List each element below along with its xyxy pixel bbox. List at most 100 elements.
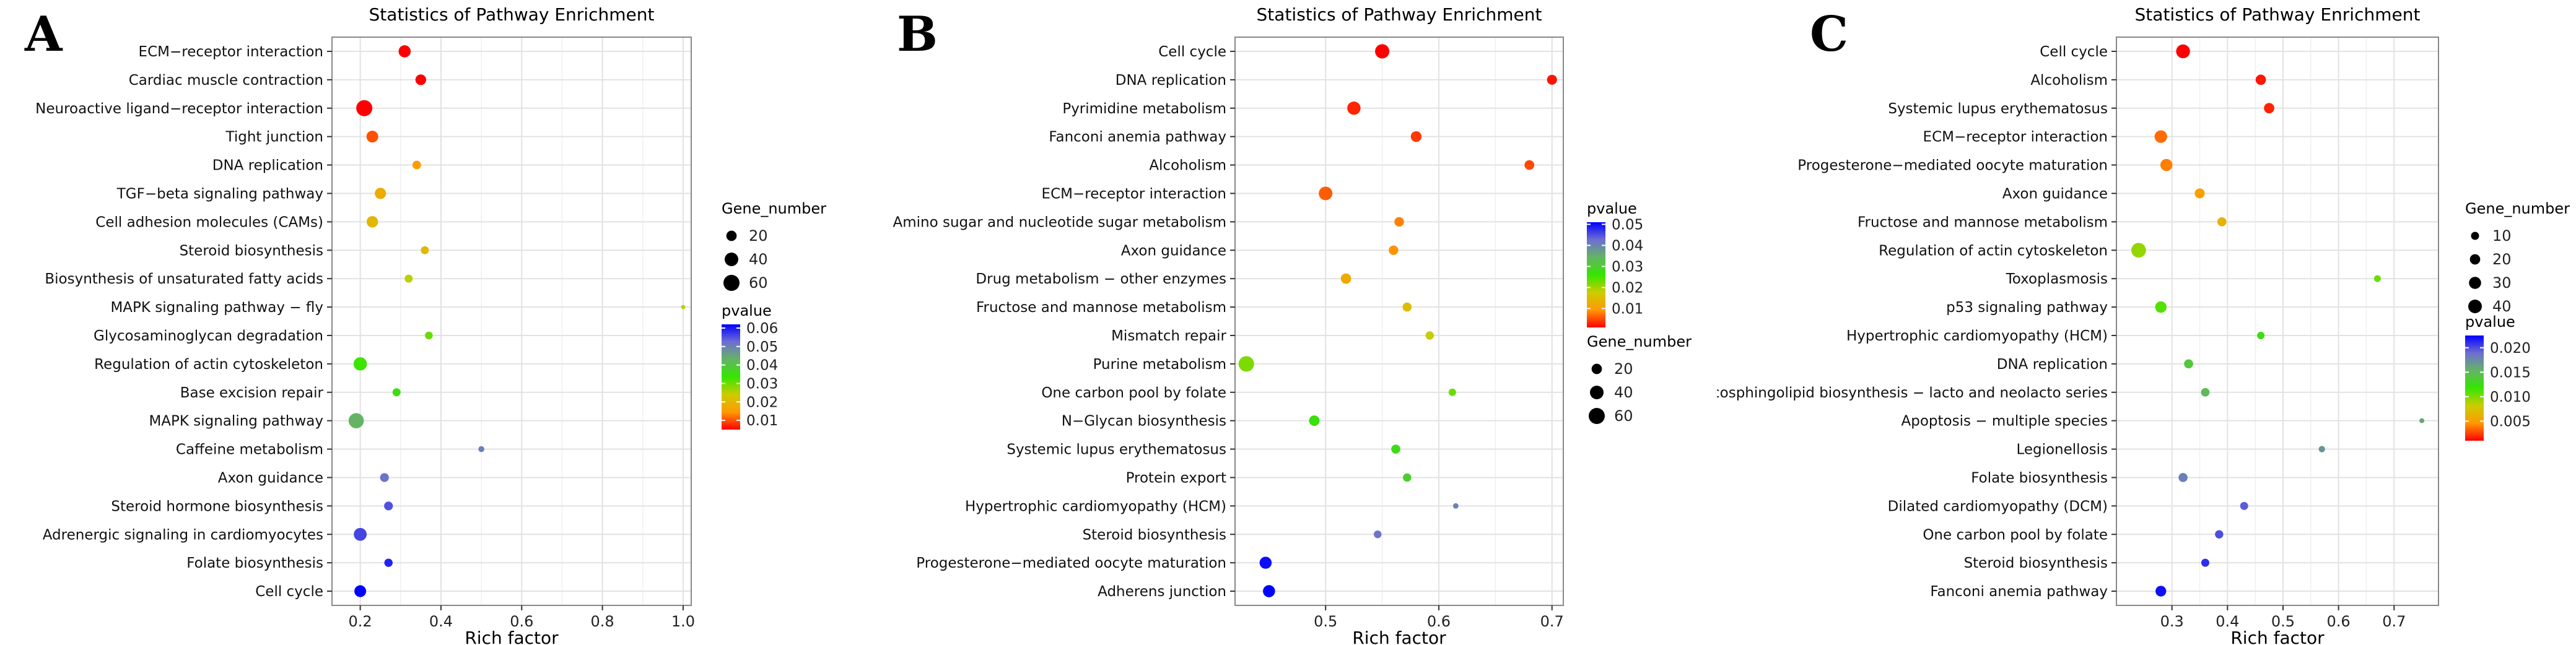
chart-title: Statistics of Pathway Enrichment	[2135, 4, 2421, 25]
color-legend-title: pvalue	[1587, 200, 1637, 217]
data-point	[2131, 243, 2146, 258]
y-tick-label: Fanconi anemia pathway	[1049, 129, 1226, 145]
color-legend-label: 0.02	[1612, 280, 1643, 296]
data-point	[2240, 501, 2248, 510]
size-legend-key	[2471, 232, 2479, 240]
size-legend-key	[726, 230, 737, 241]
plot-border	[331, 37, 692, 606]
y-tick-label: Folate biosynthesis	[1971, 470, 2108, 486]
y-tick-label: Apoptosis − multiple species	[1901, 413, 2108, 430]
y-tick-label: ECM−receptor interaction	[1923, 129, 2108, 145]
size-legend-label: 60	[749, 274, 768, 292]
data-point	[421, 246, 429, 254]
x-tick-label: 0.6	[1427, 613, 1451, 630]
y-tick-label: Glycosphingolipid biosynthesis − lacto a…	[1717, 385, 2108, 401]
data-point	[348, 413, 364, 428]
enrichment-chart: Statistics of Pathway Enrichment ECM−rece…	[35, 4, 826, 645]
color-legend-label: 0.020	[2490, 340, 2531, 357]
x-tick-label: 0.6	[2327, 613, 2351, 630]
data-point	[1259, 556, 1272, 569]
size-legend-key	[723, 275, 740, 291]
x-tick-label: 0.3	[2160, 613, 2184, 630]
data-point	[356, 100, 373, 116]
color-legend-label: 0.01	[1612, 301, 1643, 317]
data-point	[392, 388, 401, 397]
y-tick-label: ECM−receptor interaction	[139, 44, 323, 60]
size-legend-key	[2469, 254, 2481, 265]
y-tick-label: Toxoplasmosis	[2006, 271, 2108, 287]
panel-c: C Statistics of Pathway Enrichment Cell c…	[1717, 0, 2576, 645]
y-tick-label: Pyrimidine metabolism	[1062, 101, 1226, 117]
data-point	[2255, 74, 2266, 85]
data-point	[2178, 473, 2188, 482]
x-axis-label: Rich factor	[1352, 628, 1446, 645]
y-tick-label: Biosynthesis of unsaturated fatty acids	[45, 271, 323, 287]
data-point	[2373, 275, 2381, 282]
enrichment-chart: Statistics of Pathway Enrichment Cell cyc…	[893, 4, 1692, 645]
y-tick-label: DNA replication	[1997, 357, 2108, 373]
panel-letter: C	[1810, 6, 1849, 63]
data-point	[2176, 44, 2190, 59]
color-legend-bar	[2465, 335, 2484, 441]
data-point	[366, 131, 378, 143]
y-tick-label: Cardiac muscle contraction	[129, 72, 323, 89]
y-tick-label: Alcoholism	[1149, 158, 1226, 174]
color-legend-label: 0.005	[2490, 413, 2531, 430]
color-legend-label: 0.010	[2490, 389, 2531, 405]
x-tick-label: 0.5	[1314, 613, 1337, 630]
data-point	[1410, 131, 1422, 142]
y-tick-label: Systemic lupus erythematosus	[1888, 101, 2108, 117]
y-tick-label: Fructose and mannose metabolism	[976, 300, 1226, 316]
x-tick-label: 0.4	[2216, 613, 2239, 630]
plot-background	[332, 37, 691, 605]
x-tick-label: 0.5	[2271, 613, 2295, 630]
data-point	[2155, 586, 2167, 597]
size-legend-label: 30	[2492, 274, 2512, 292]
color-legend-bar	[1587, 222, 1605, 327]
y-tick-label: Folate biosynthesis	[186, 555, 323, 571]
data-point	[380, 473, 389, 482]
data-point	[353, 357, 367, 371]
data-point	[2194, 188, 2205, 199]
y-tick-label: DNA replication	[1116, 72, 1226, 89]
data-point	[2419, 418, 2425, 423]
plot-background	[2116, 37, 2438, 605]
color-legend-label: 0.03	[1612, 259, 1643, 275]
x-tick-label: 0.8	[591, 613, 614, 630]
y-tick-label: Hypertrophic cardiomyopathy (HCM)	[965, 498, 1226, 514]
data-point	[1347, 101, 1361, 115]
data-point	[2318, 446, 2325, 452]
data-point	[2154, 130, 2167, 143]
plot-background	[1235, 37, 1563, 605]
y-tick-label: Cell cycle	[1158, 44, 1226, 60]
size-legend-label: 40	[2492, 298, 2512, 315]
size-legend-label: 40	[749, 251, 768, 268]
color-legend-label: 0.04	[746, 358, 778, 374]
data-point	[1524, 160, 1535, 170]
y-tick-label: Base excision repair	[180, 385, 324, 401]
y-tick-label: Systemic lupus erythematosus	[1006, 442, 1226, 458]
y-tick-label: Dilated cardiomyopathy (DCM)	[1888, 498, 2108, 514]
size-legend-key	[1590, 386, 1604, 399]
color-legend-label: 0.01	[746, 413, 778, 429]
size-legend-key	[725, 253, 738, 266]
data-point	[2201, 558, 2209, 567]
data-point	[354, 585, 367, 597]
color-legend-title: pvalue	[2465, 313, 2515, 331]
color-legend-label: 0.04	[1612, 238, 1643, 254]
data-point	[2160, 158, 2173, 171]
x-tick-label: 0.7	[1540, 613, 1564, 630]
size-legend-label: 40	[1614, 384, 1633, 401]
data-point	[1547, 74, 1557, 85]
x-tick-label: 0.2	[349, 613, 372, 630]
y-tick-label: TGF−beta signaling pathway	[116, 186, 323, 202]
y-tick-label: Amino sugar and nucleotide sugar metabol…	[893, 214, 1226, 230]
size-legend-label: 20	[749, 227, 768, 245]
chart-title: Statistics of Pathway Enrichment	[1257, 4, 1542, 25]
data-point	[1402, 302, 1412, 312]
color-legend-label: 0.02	[746, 394, 778, 410]
data-point	[1425, 331, 1434, 340]
x-tick-label: 0.6	[510, 613, 533, 630]
y-tick-label: Protein export	[1126, 470, 1226, 486]
y-tick-label: p53 signaling pathway	[1946, 300, 2108, 316]
